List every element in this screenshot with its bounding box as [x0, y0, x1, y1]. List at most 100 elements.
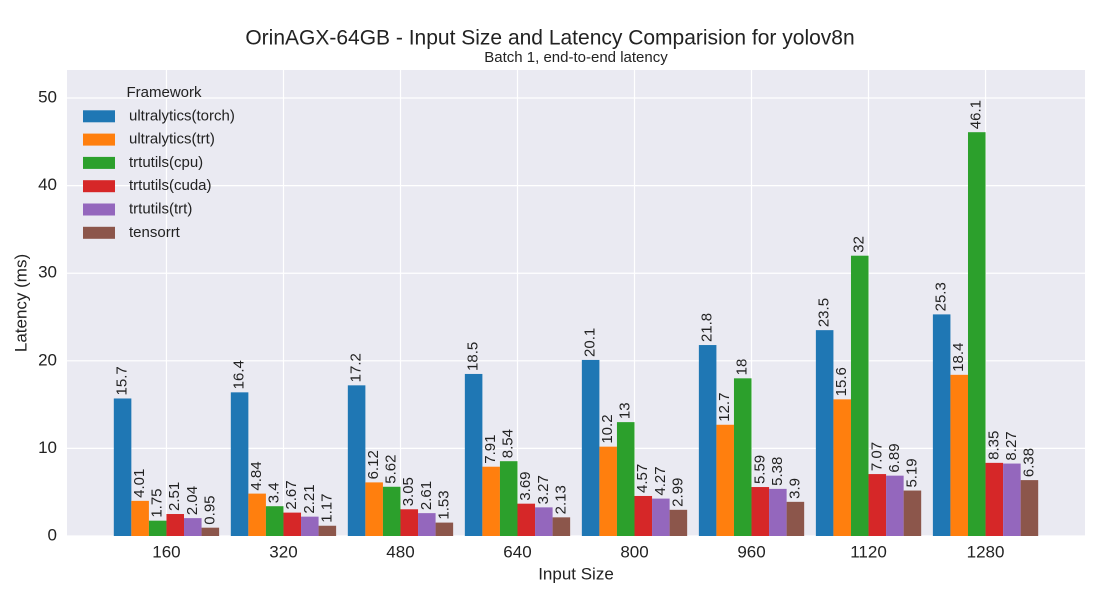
- x-tick-label: 160: [152, 542, 180, 561]
- bar: [248, 493, 266, 536]
- legend-label: trtutils(trt): [129, 200, 192, 217]
- value-label: 32: [851, 236, 868, 253]
- value-label: 2.99: [669, 478, 686, 507]
- value-label: 12.7: [716, 393, 733, 422]
- value-label: 4.27: [652, 466, 669, 495]
- value-label: 8.35: [985, 431, 1002, 460]
- value-label: 7.91: [482, 435, 499, 464]
- bar: [698, 345, 717, 536]
- bar: [886, 475, 904, 536]
- legend-label: trtutils(cuda): [129, 177, 212, 194]
- value-label: 20.1: [582, 328, 599, 357]
- value-label: 18.5: [465, 342, 482, 371]
- bar: [932, 314, 951, 536]
- value-label: 23.5: [816, 298, 833, 327]
- legend-swatch: [83, 133, 115, 146]
- y-tick-label: 30: [38, 263, 57, 282]
- bar: [652, 498, 670, 536]
- x-tick-label: 640: [503, 542, 531, 561]
- x-tick-label: 1120: [850, 542, 887, 561]
- value-label: 16.4: [231, 360, 248, 389]
- value-label: 13: [617, 402, 634, 419]
- value-label: 25.3: [933, 282, 950, 311]
- bar: [400, 509, 419, 536]
- value-label: 2.67: [283, 480, 300, 509]
- bar: [166, 514, 185, 536]
- bar: [1020, 480, 1039, 536]
- legend-label: ultralytics(torch): [129, 107, 235, 124]
- value-label: 2.61: [418, 481, 435, 510]
- bar: [634, 495, 653, 536]
- value-label: 8.27: [1003, 431, 1020, 460]
- value-label: 3.05: [400, 477, 417, 506]
- bar: [815, 330, 834, 536]
- value-label: 15.6: [833, 367, 850, 396]
- y-axis-label: Latency (ms): [11, 254, 30, 352]
- chart-subtitle: Batch 1, end-to-end latency: [484, 49, 668, 66]
- value-label: 8.54: [500, 429, 517, 458]
- bar: [950, 374, 968, 536]
- bar: [535, 507, 553, 536]
- value-label: 0.95: [201, 495, 218, 524]
- x-tick-label: 1280: [967, 542, 1005, 561]
- value-label: 21.8: [699, 313, 716, 342]
- y-tick-label: 40: [38, 175, 57, 194]
- bar: [265, 506, 284, 536]
- x-tick-label: 800: [620, 542, 648, 561]
- bar: [733, 378, 752, 536]
- bar: [464, 373, 483, 536]
- bar: [967, 132, 986, 537]
- legend-swatch: [83, 110, 115, 123]
- bar: [833, 399, 851, 536]
- bar: [850, 255, 869, 536]
- x-axis-label: Input Size: [538, 564, 614, 583]
- bar: [283, 512, 302, 536]
- bar: [318, 525, 337, 536]
- value-label: 4.01: [131, 469, 148, 498]
- legend-swatch: [83, 156, 115, 169]
- value-label: 17.2: [348, 353, 365, 382]
- value-label: 3.27: [535, 475, 552, 504]
- value-label: 4.84: [248, 461, 265, 490]
- bar: [517, 503, 536, 536]
- value-label: 10.2: [599, 414, 616, 443]
- bar: [418, 513, 436, 536]
- bar: [230, 392, 249, 536]
- value-label: 1.17: [318, 494, 335, 523]
- legend-label: trtutils(cpu): [129, 154, 203, 171]
- bar: [184, 518, 202, 536]
- bar: [435, 522, 454, 536]
- value-label: 6.89: [886, 443, 903, 472]
- legend-swatch: [83, 180, 115, 193]
- bar: [716, 424, 734, 536]
- value-label: 18.4: [950, 343, 967, 372]
- bar: [868, 474, 887, 536]
- bar: [1003, 463, 1021, 536]
- value-label: 2.13: [552, 485, 569, 514]
- bar: [148, 520, 167, 536]
- value-label: 1.75: [149, 488, 166, 517]
- legend: Framework ultralytics(torch) ultralytics(t…: [83, 84, 235, 241]
- bar: [769, 488, 787, 536]
- bar: [552, 517, 571, 536]
- value-label: 1.53: [435, 490, 452, 519]
- value-label: 46.1: [968, 100, 985, 129]
- value-label: 3.9: [786, 478, 803, 499]
- bar: [113, 398, 132, 536]
- value-label: 6.12: [365, 450, 382, 479]
- bar: [669, 509, 688, 536]
- bar: [301, 516, 319, 536]
- bar: [985, 462, 1004, 536]
- bar: [786, 501, 805, 536]
- bar: [382, 486, 401, 536]
- legend-label: tensorrt: [129, 224, 181, 241]
- legend-swatch: [83, 226, 115, 239]
- value-label: 2.04: [184, 486, 201, 515]
- y-tick-label: 10: [38, 438, 57, 457]
- value-label: 2.21: [301, 484, 318, 513]
- value-label: 15.7: [114, 366, 131, 395]
- value-label: 5.19: [903, 458, 920, 487]
